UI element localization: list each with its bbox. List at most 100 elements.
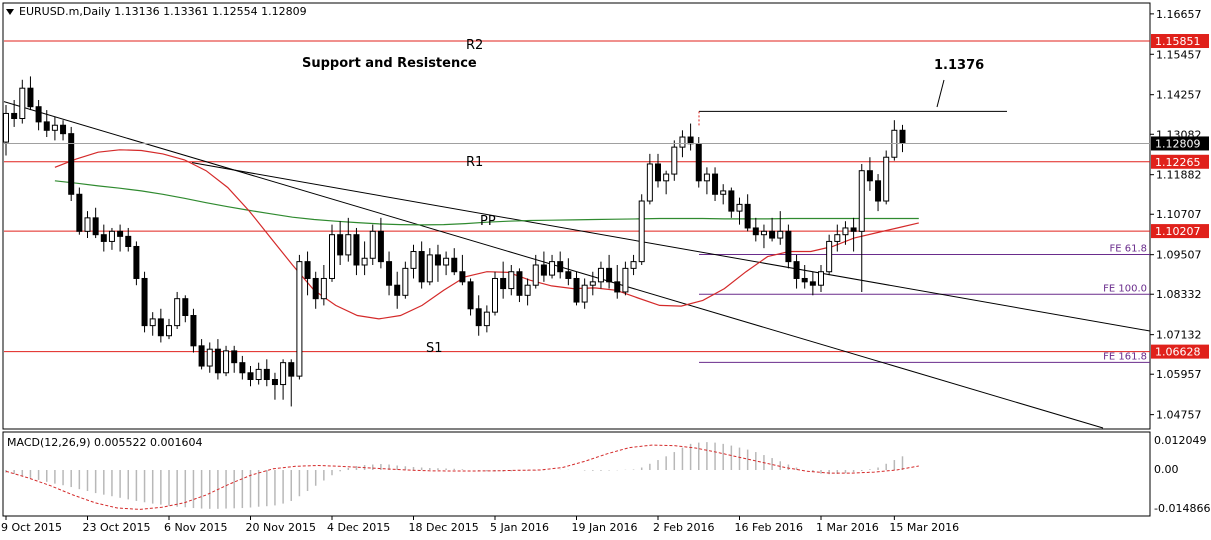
candle — [174, 291, 181, 329]
candle-body — [712, 173, 719, 195]
candle-body — [720, 190, 727, 195]
candle — [19, 79, 26, 124]
price-badge-r1: 1.12265 — [1151, 154, 1209, 169]
price-axis-labels: 1.16657 1.15457 1.14257 1.13082 1.11882 1.107… — [1150, 8, 1202, 422]
candle-body — [223, 350, 230, 374]
candle-body — [687, 136, 694, 145]
candle — [320, 265, 327, 306]
candle — [214, 339, 221, 380]
candle — [712, 167, 719, 202]
candle — [231, 345, 238, 373]
x-tick-label: 18 Dec 2015 — [409, 521, 479, 534]
candle-body — [263, 368, 270, 381]
badge-bg — [1151, 224, 1209, 239]
candle — [565, 258, 572, 286]
candle-body — [695, 143, 702, 182]
label-s1: S1 — [426, 341, 443, 356]
y-tick-label: 1.13082 — [1156, 128, 1202, 141]
candle — [769, 217, 776, 242]
candle-body — [467, 281, 474, 310]
candle — [304, 251, 311, 296]
y-tick-label: 1.10707 — [1156, 208, 1202, 221]
candle — [475, 295, 482, 336]
candle — [809, 271, 816, 296]
candle-body — [508, 271, 515, 290]
candle — [361, 241, 368, 276]
x-tick-label: 1 Mar 2016 — [816, 521, 879, 534]
candle — [858, 163, 865, 292]
candle — [239, 355, 246, 380]
candle-body — [540, 264, 547, 276]
moving-averages — [54, 149, 919, 320]
candle — [785, 224, 792, 269]
candle — [720, 184, 727, 205]
candle-body — [394, 284, 401, 296]
fib-label: FE 61.8 — [1109, 244, 1147, 255]
candle-body — [793, 261, 800, 279]
candle-body — [426, 254, 433, 283]
candle-body — [108, 230, 115, 242]
candle — [182, 295, 189, 323]
y-tick-label: 1.09507 — [1156, 249, 1202, 262]
candle — [891, 120, 898, 161]
candle-body — [174, 298, 181, 327]
candle — [540, 251, 547, 282]
candle — [850, 217, 857, 252]
candle — [638, 194, 645, 266]
candle — [35, 99, 42, 131]
candle — [312, 271, 319, 309]
candle-body — [443, 257, 450, 266]
candle-body — [149, 318, 156, 327]
candle — [247, 366, 254, 387]
y-tick-label: 1.08332 — [1156, 288, 1202, 301]
candle-body — [117, 230, 124, 237]
macd-tick-bottom: -0.014866 — [1154, 502, 1210, 515]
candle — [630, 254, 637, 276]
x-tick-label: 15 Mar 2016 — [889, 521, 959, 534]
candle — [369, 224, 376, 266]
candle-body — [728, 190, 735, 212]
candle-body — [597, 267, 604, 283]
time-axis-labels: 9 Oct 2015 23 Oct 2015 6 Nov 2015 20 Nov 20… — [1, 516, 959, 534]
candle-body — [288, 362, 295, 377]
candle-body — [239, 362, 246, 374]
candle-body — [524, 284, 531, 296]
candle — [801, 265, 808, 289]
candle-body — [19, 87, 26, 120]
candle-body — [377, 230, 384, 263]
candle — [492, 271, 498, 316]
candle — [288, 359, 295, 407]
candle-body — [434, 254, 441, 266]
candle — [263, 359, 270, 387]
candle-body — [744, 203, 751, 229]
candle — [68, 126, 75, 202]
candles — [3, 76, 906, 407]
candle — [622, 261, 629, 296]
candle-body — [198, 345, 205, 367]
candle-body — [549, 261, 556, 276]
x-tick-label: 20 Nov 2015 — [246, 521, 316, 534]
candle — [793, 254, 800, 289]
price-badges: 1.15851 1.12265 1.10207 1.06628 1.12809 — [4, 34, 1209, 359]
candle-body — [157, 318, 164, 337]
candle-body — [125, 235, 132, 247]
collapse-triangle-icon[interactable] — [6, 9, 14, 15]
candle-body — [271, 379, 278, 386]
candle-body — [866, 170, 873, 182]
candle — [467, 278, 474, 316]
candle-body — [100, 234, 107, 242]
candle-body — [68, 133, 75, 195]
candle-body — [3, 112, 9, 143]
candle-body — [630, 261, 637, 269]
badge-bg — [1151, 34, 1209, 49]
price-badge-s1: 1.06628 — [1151, 344, 1209, 359]
candle-body — [655, 163, 661, 182]
candle — [198, 339, 205, 370]
fib-label: FE 161.8 — [1103, 351, 1147, 362]
candle-body — [760, 230, 767, 236]
candle — [84, 211, 91, 239]
candle-body — [769, 230, 776, 239]
candle — [76, 187, 83, 235]
candle — [345, 217, 352, 262]
